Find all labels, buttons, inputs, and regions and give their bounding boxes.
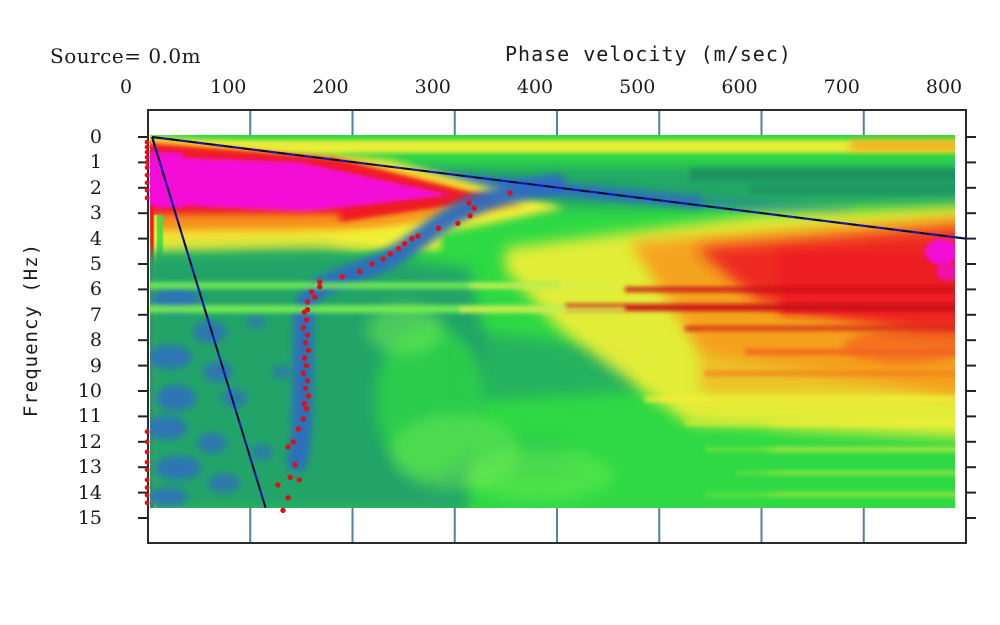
x-tick-label: 500 xyxy=(619,76,656,98)
x-axis-title: Phase velocity (m/sec) xyxy=(505,42,792,66)
dispersion-pick-dots xyxy=(144,139,513,514)
y-tick-label: 2 xyxy=(89,176,102,199)
heatmap-field xyxy=(150,135,955,508)
y-tick-label: 12 xyxy=(77,430,102,453)
y-tick-label: 3 xyxy=(89,202,102,225)
resolution-limit-lines xyxy=(151,135,967,509)
x-tick-label: 200 xyxy=(312,76,349,98)
y-tick-label: 14 xyxy=(77,481,102,504)
plot-frame xyxy=(147,109,967,544)
x-tick-label: 0 xyxy=(119,76,133,98)
x-tick-label: 700 xyxy=(823,76,860,98)
y-tick-label: 11 xyxy=(77,405,102,428)
axis-ticks xyxy=(138,136,976,519)
x-tick-label: 400 xyxy=(516,76,554,98)
y-tick-label: 9 xyxy=(89,354,102,377)
y-tick-label: 15 xyxy=(77,507,102,529)
y-tick-label: 10 xyxy=(77,380,102,402)
grid-ticks xyxy=(249,110,865,543)
y-tick-label: 0 xyxy=(89,126,102,148)
y-tick-label: 1 xyxy=(89,151,102,174)
y-tick-label: 5 xyxy=(89,253,102,275)
x-tick-label: 100 xyxy=(210,76,247,98)
y-tick-label: 13 xyxy=(77,456,102,479)
x-tick-label: 600 xyxy=(721,76,758,98)
x-tick-label: 300 xyxy=(414,76,451,98)
y-tick-label: 8 xyxy=(89,329,102,352)
y-tick-label: 6 xyxy=(89,278,102,301)
x-tick-label: 800 xyxy=(925,76,963,98)
y-tick-label: 7 xyxy=(89,303,102,326)
plot-title: Source= 0.0m xyxy=(50,44,202,68)
y-tick-label: 4 xyxy=(89,227,102,250)
